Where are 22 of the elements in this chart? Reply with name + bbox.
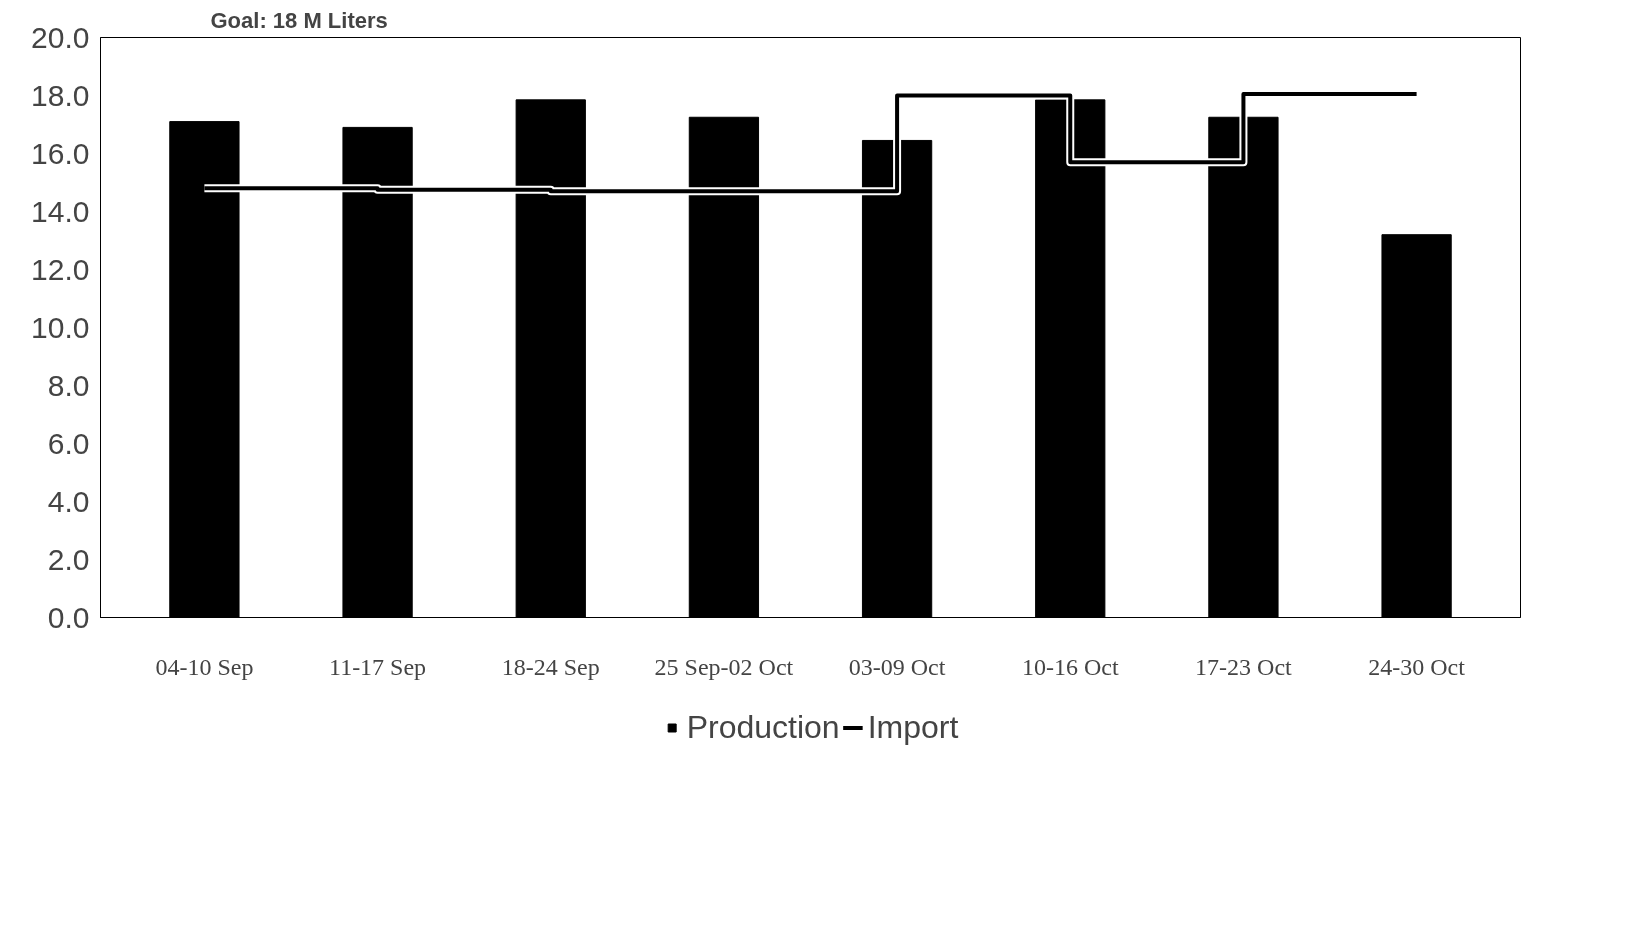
y-tick-label: 20.0 [31,20,90,54]
y-tick-label: 10.0 [31,310,90,344]
chart-title: Goal: 18 M Liters [210,7,388,33]
x-tick-label: 11-17 Sep [329,653,427,680]
legend-label: Import [867,708,959,746]
y-tick-label: 16.0 [31,136,90,170]
x-tick-label: 10-16 Oct [1021,653,1119,680]
y-tick-label: 0.0 [47,600,90,634]
x-tick-label: 04-10 Sep [155,653,254,680]
x-tick-label: 17-23 Oct [1195,653,1293,680]
y-tick-label: 2.0 [47,542,90,576]
y-tick-label: 14.0 [31,194,90,228]
y-tick-label: 6.0 [47,426,90,460]
y-tick-label: 8.0 [47,368,90,402]
y-tick-label: 12.0 [31,252,90,286]
y-tick-label: 18.0 [31,78,90,112]
y-tick-label: 4.0 [47,484,90,518]
legend-label: Production [686,708,840,746]
x-tick-label: 18-24 Sep [501,653,600,680]
x-tick-label: 24-30 Oct [1368,653,1466,680]
x-tick-label: 03-09 Oct [848,653,946,680]
x-tick-label: 25 Sep-02 Oct [654,653,794,680]
